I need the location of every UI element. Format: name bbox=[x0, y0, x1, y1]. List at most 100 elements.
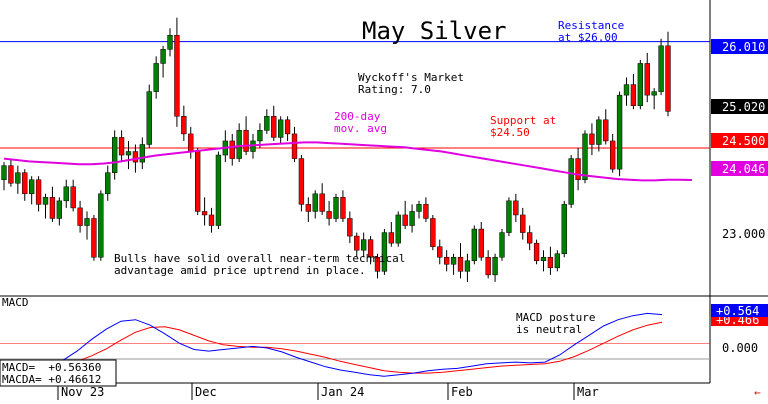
macd-posture-line1: MACD posture bbox=[516, 311, 595, 324]
ma200-note-line2: mov. avg bbox=[334, 122, 387, 135]
candle-body bbox=[63, 186, 69, 202]
candle-body bbox=[540, 256, 547, 262]
candle-body bbox=[603, 119, 609, 142]
candle-body bbox=[381, 232, 388, 272]
wyckoff-note-line2: Rating: 7.0 bbox=[358, 83, 431, 96]
macd-axis-label: +0.564 bbox=[716, 304, 759, 318]
candle-body bbox=[264, 116, 270, 131]
macd-label-box bbox=[711, 304, 768, 317]
ma-price-label: 24.046 bbox=[722, 162, 765, 176]
macd-line bbox=[3, 312, 663, 377]
candle-body bbox=[243, 130, 249, 152]
candle-body bbox=[471, 228, 478, 262]
candle-body bbox=[637, 63, 644, 106]
candle-body bbox=[284, 119, 291, 135]
candle-body bbox=[423, 204, 429, 219]
candle-body bbox=[132, 151, 139, 163]
candle-body bbox=[492, 256, 498, 276]
candle-body bbox=[630, 84, 637, 106]
candle-body bbox=[153, 63, 159, 92]
support-label-box bbox=[711, 133, 768, 148]
candle-body bbox=[485, 256, 491, 276]
candle-body bbox=[84, 218, 90, 226]
ma200-note-line1: 200-day bbox=[334, 110, 381, 123]
resistance-note-line1: Resistance bbox=[558, 19, 624, 32]
candle-body bbox=[319, 193, 325, 212]
x-axis-label: Mar bbox=[577, 385, 599, 399]
candle-body bbox=[533, 242, 540, 262]
ma-label-box bbox=[711, 161, 768, 176]
candle-body bbox=[658, 45, 664, 92]
candle-body bbox=[49, 197, 56, 219]
candle-body bbox=[194, 151, 201, 212]
scroll-left-arrow-icon[interactable]: ← bbox=[754, 386, 761, 399]
candle-body bbox=[56, 200, 63, 219]
candle-body bbox=[547, 256, 554, 269]
candle-body bbox=[35, 179, 42, 205]
candle-body bbox=[167, 34, 173, 50]
candle-body bbox=[277, 119, 284, 138]
candle-body bbox=[360, 239, 367, 251]
candle-body bbox=[98, 193, 104, 258]
candle-body bbox=[609, 140, 616, 170]
candle-body bbox=[215, 154, 222, 226]
candle-body bbox=[665, 45, 671, 112]
bulls-note-line1: Bulls have solid overall near-term techn… bbox=[114, 252, 405, 265]
x-axis-label: Dec bbox=[195, 385, 217, 399]
candle-body bbox=[354, 235, 360, 251]
x-axis-label: Jan 24 bbox=[321, 385, 364, 399]
candle-body bbox=[443, 256, 450, 265]
candle-body bbox=[42, 197, 49, 205]
candle-body bbox=[416, 204, 422, 212]
candle-body bbox=[526, 232, 533, 244]
candle-body bbox=[298, 158, 305, 205]
candle-body bbox=[430, 218, 436, 247]
candle-body bbox=[450, 256, 457, 265]
candle-body bbox=[513, 200, 519, 216]
wyckoff-note-line1: Wyckoff's Market bbox=[358, 71, 464, 84]
candle-body bbox=[499, 232, 505, 258]
candle-body bbox=[651, 91, 657, 96]
candle-body bbox=[91, 218, 97, 258]
candle-body bbox=[77, 207, 83, 226]
resistance-label-box bbox=[711, 39, 768, 54]
candle-body bbox=[139, 144, 146, 163]
bulls-note-line2: advantage amid price uptrend in place. bbox=[114, 264, 366, 277]
candle-body bbox=[105, 172, 111, 195]
candle-body bbox=[181, 116, 187, 135]
macd-panel-title: MACD bbox=[2, 296, 29, 309]
candle-body bbox=[333, 197, 339, 219]
candle-body bbox=[1, 165, 7, 180]
support-note-line2: $24.50 bbox=[490, 126, 530, 139]
last-close-price-label: 25.020 bbox=[722, 100, 765, 114]
candle-body bbox=[28, 179, 35, 195]
candle-body bbox=[478, 228, 484, 258]
candle-body bbox=[174, 34, 180, 117]
candle-body bbox=[437, 246, 443, 258]
candle-body bbox=[305, 204, 312, 212]
candle-body bbox=[326, 211, 332, 219]
candle-body bbox=[402, 214, 408, 226]
candle-body bbox=[125, 151, 132, 156]
macd-readout-box bbox=[0, 359, 117, 387]
ma200-line bbox=[3, 141, 693, 182]
price-tick-23: 23.000 bbox=[722, 227, 765, 241]
candle-body bbox=[616, 94, 623, 170]
candle-body bbox=[8, 165, 14, 184]
candle-body bbox=[568, 158, 574, 205]
candle-body bbox=[118, 137, 125, 156]
chart-title: May Silver bbox=[362, 17, 507, 45]
candle-body bbox=[257, 130, 263, 142]
candle-body bbox=[464, 260, 471, 272]
macd-readout-value: MACD= +0.56360 bbox=[2, 361, 101, 374]
resistance-price-label: 26.010 bbox=[722, 40, 765, 54]
candle-body bbox=[623, 84, 630, 96]
candle-body bbox=[146, 91, 152, 145]
candle-body bbox=[367, 239, 374, 258]
candle-body bbox=[582, 133, 588, 180]
candle-body bbox=[395, 214, 401, 244]
candle-body bbox=[575, 158, 581, 180]
candle-body bbox=[111, 137, 118, 173]
